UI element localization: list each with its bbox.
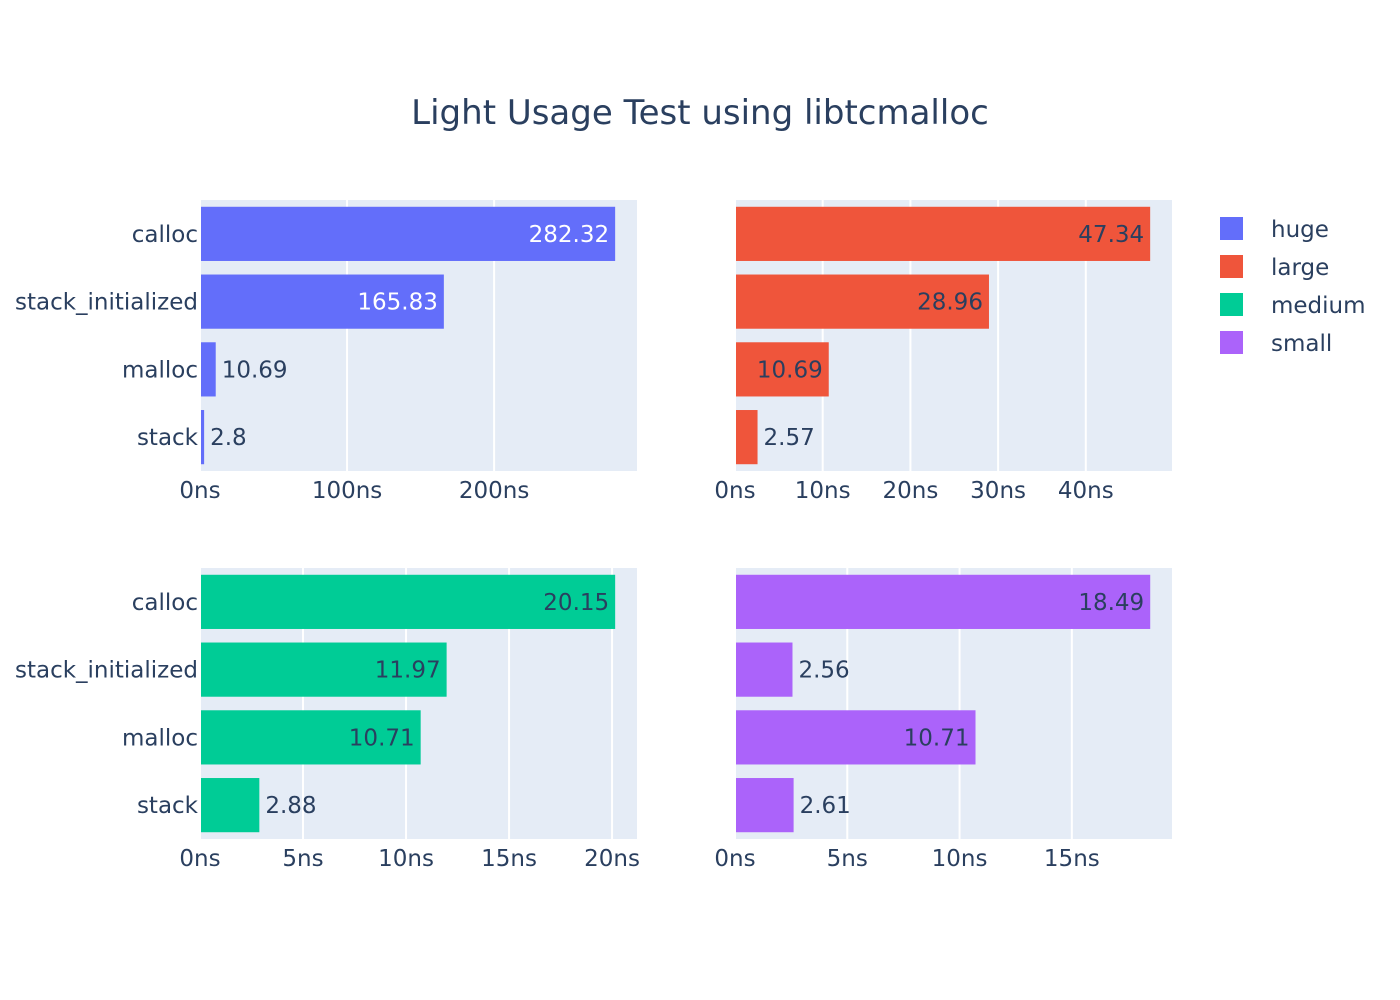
bar	[735, 342, 829, 397]
bar-value-label: 18.49	[1078, 590, 1144, 616]
bar-value-label: 2.8	[210, 425, 247, 451]
x-tick-label: 10ns	[378, 846, 434, 872]
bar-value-label: 10.69	[757, 357, 823, 383]
bar-value-label: 20.15	[543, 590, 609, 616]
x-tick-label: 40ns	[1058, 478, 1114, 504]
bar-value-label: 47.34	[1078, 222, 1144, 248]
bar-value-label: 28.96	[917, 290, 983, 316]
bar-value-label: 11.97	[375, 658, 441, 684]
x-tick-label: 20ns	[882, 478, 938, 504]
bar	[200, 410, 205, 465]
x-tick-label: 5ns	[827, 846, 868, 872]
bar-value-label: 165.83	[357, 290, 437, 316]
x-tick-label: 15ns	[1044, 846, 1100, 872]
y-tick-label: malloc	[122, 357, 198, 383]
legend-label: medium	[1271, 293, 1366, 319]
y-tick-label: stack_initialized	[15, 290, 198, 316]
bar-value-label: 2.56	[798, 658, 849, 684]
bar	[200, 642, 447, 697]
x-tick-label: 0ns	[179, 846, 220, 872]
chart-title: Light Usage Test using libtcmalloc	[411, 93, 989, 133]
bar-value-label: 282.32	[529, 222, 609, 248]
bar	[735, 778, 794, 833]
bar	[735, 206, 1151, 261]
y-tick-label: stack	[137, 425, 199, 451]
x-tick-label: 0ns	[179, 478, 220, 504]
bar	[735, 410, 758, 465]
x-tick-label: 15ns	[481, 846, 537, 872]
x-tick-label: 30ns	[970, 478, 1026, 504]
x-tick-label: 0ns	[714, 478, 755, 504]
bar-value-label: 10.71	[349, 725, 415, 751]
x-tick-label: 200ns	[459, 478, 529, 504]
bar	[735, 710, 976, 765]
bar	[200, 710, 421, 765]
legend-label: small	[1271, 331, 1332, 357]
legend-swatch	[1220, 255, 1243, 278]
y-tick-label: malloc	[122, 725, 198, 751]
y-tick-label: calloc	[132, 222, 198, 248]
bar	[200, 206, 616, 261]
bar	[735, 574, 1151, 629]
y-tick-label: stack	[137, 793, 199, 819]
y-tick-label: calloc	[132, 590, 198, 616]
x-tick-label: 5ns	[282, 846, 323, 872]
legend-swatch	[1220, 293, 1243, 316]
bar	[200, 778, 260, 833]
x-tick-label: 0ns	[714, 846, 755, 872]
x-tick-label: 10ns	[932, 846, 988, 872]
bar	[200, 342, 216, 397]
bar-value-label: 10.71	[904, 725, 970, 751]
legend-label: large	[1271, 255, 1329, 281]
bar	[200, 574, 616, 629]
legend-swatch	[1220, 217, 1243, 240]
bar	[200, 274, 444, 329]
y-tick-label: stack_initialized	[15, 658, 198, 684]
bar	[735, 642, 793, 697]
x-tick-label: 10ns	[795, 478, 851, 504]
bar-value-label: 10.69	[222, 357, 288, 383]
bar-value-label: 2.88	[265, 793, 316, 819]
legend-swatch	[1220, 331, 1243, 354]
bar	[735, 274, 989, 329]
bar-value-label: 2.61	[800, 793, 851, 819]
x-tick-label: 100ns	[312, 478, 382, 504]
legend-label: huge	[1271, 217, 1329, 243]
x-tick-label: 20ns	[584, 846, 640, 872]
bar-value-label: 2.57	[764, 425, 815, 451]
